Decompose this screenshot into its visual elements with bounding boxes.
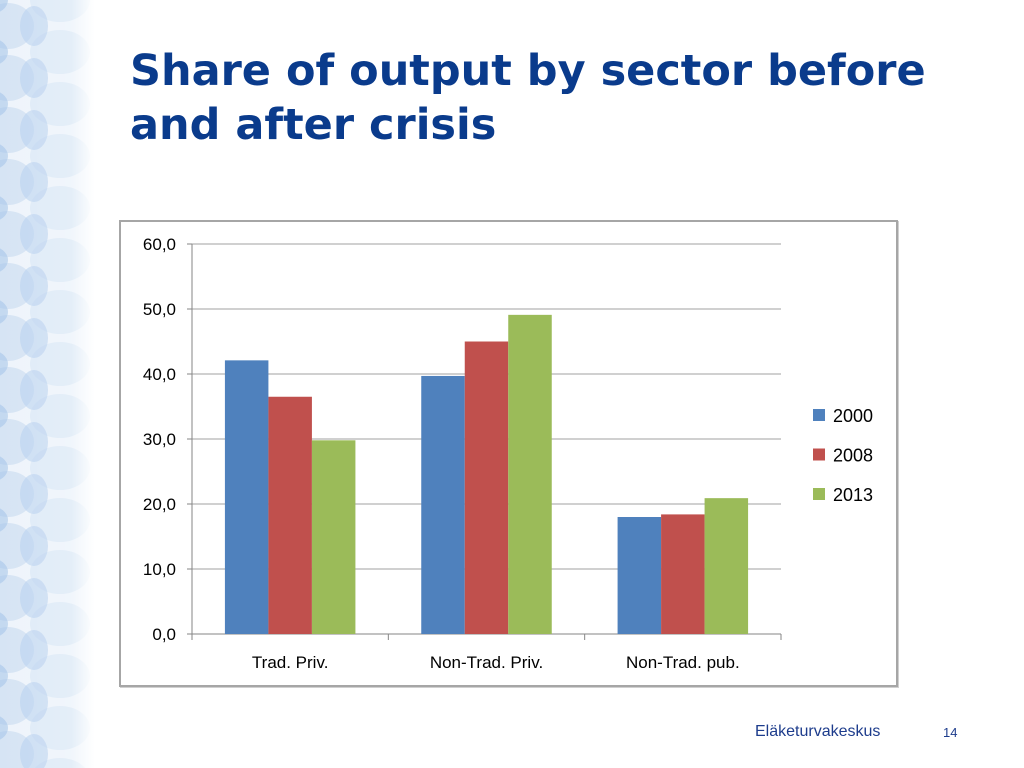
y-tick-label: 0,0 (152, 625, 176, 644)
legend-label: 2008 (833, 446, 873, 466)
bar-2008-2 (661, 514, 705, 634)
decorative-side-pattern (0, 0, 95, 768)
legend-swatch-2013 (813, 488, 825, 500)
bar-2000-2 (617, 517, 662, 634)
legend-label: 2000 (833, 406, 873, 426)
y-tick-label: 10,0 (143, 560, 176, 579)
bar-chart: 0,0 10,0 20,0 30,0 40,0 50,0 60,0 Trad. Priv. No… (143, 235, 873, 672)
page-number: 14 (943, 725, 958, 740)
x-tick-label: Trad. Priv. (252, 653, 329, 672)
legend-swatch-2008 (813, 448, 825, 461)
y-tick-label: 40,0 (143, 365, 176, 384)
slide-title: Share of output by sector before and aft… (130, 46, 926, 150)
y-tick-label: 30,0 (143, 430, 176, 449)
bar-2000-0 (224, 360, 269, 634)
y-tick-label: 50,0 (143, 300, 176, 319)
bar-2013-0 (311, 440, 356, 634)
bar-2000-1 (421, 375, 465, 634)
bar-2013-2 (704, 498, 749, 634)
bar-2008-1 (464, 341, 509, 634)
x-tick-label: Non-Trad. pub. (626, 653, 740, 672)
y-tick-label: 20,0 (143, 495, 176, 514)
y-tick-label: 60,0 (143, 235, 176, 254)
bar-2008-0 (268, 396, 312, 634)
footer-organization: Eläketurvakeskus (755, 723, 881, 740)
bar-2013-1 (508, 314, 552, 634)
legend-swatch-2000 (813, 409, 825, 421)
legend-label: 2013 (833, 485, 873, 505)
chart-frame: 0,0 10,0 20,0 30,0 40,0 50,0 60,0 Trad. Priv. No… (119, 220, 898, 687)
x-tick-label: Non-Trad. Priv. (430, 653, 543, 672)
